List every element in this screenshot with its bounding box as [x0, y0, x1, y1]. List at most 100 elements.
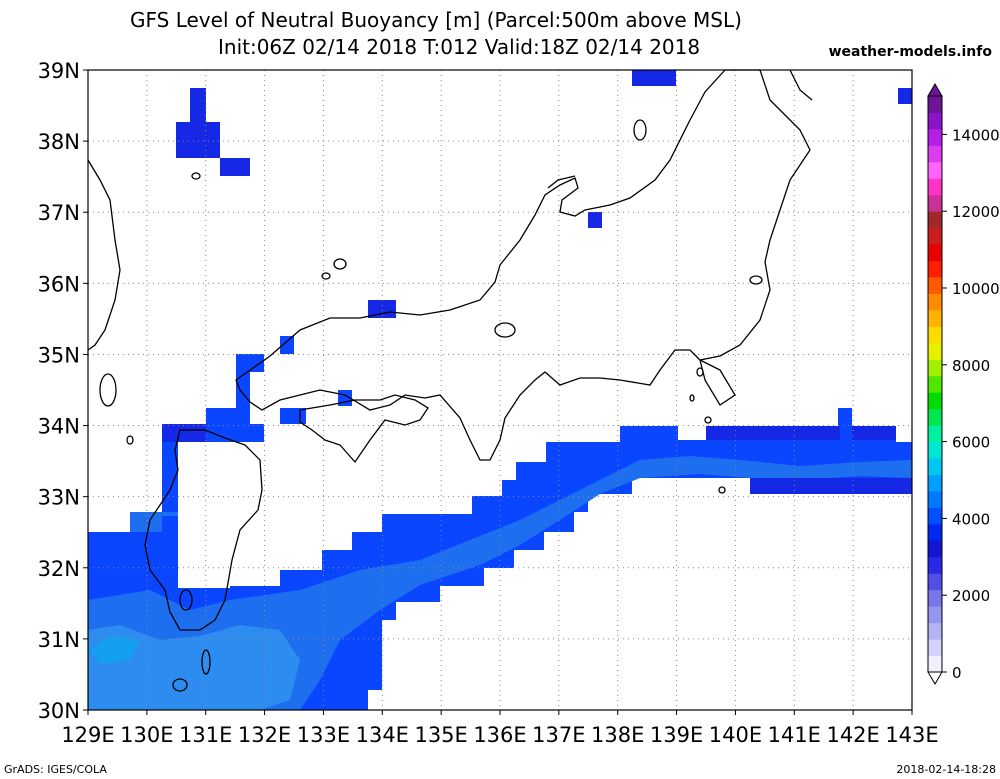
colorbar-tick-label: 14000: [952, 126, 1000, 144]
lat-tick-label: 30N: [38, 699, 80, 723]
coast-noto: [547, 175, 576, 189]
lon-tick-label: 138E: [591, 723, 644, 747]
colorbar-segment: [928, 622, 942, 640]
colorbar-segment: [928, 227, 942, 245]
field-light-band: [88, 456, 912, 710]
colorbar-segment: [928, 408, 942, 426]
colorbar-segment: [928, 392, 942, 410]
colorbar-segment: [928, 556, 942, 574]
colorbar-segment: [928, 507, 942, 525]
colorbar-segment: [928, 606, 942, 624]
field-patch: [898, 88, 912, 104]
colorbar-segment: [928, 194, 942, 212]
field-patch: [632, 70, 676, 86]
field-patch: [750, 478, 912, 494]
field-patch: [852, 426, 896, 440]
colorbar-segment: [928, 260, 942, 278]
field-patch: [706, 426, 840, 440]
coast-korea: [87, 159, 121, 351]
lat-tick-label: 31N: [38, 628, 80, 652]
colorbar-segment: [928, 96, 942, 113]
lat-tick-label: 37N: [38, 201, 80, 225]
coast-island: [126, 435, 134, 445]
lat-tick-label: 36N: [38, 272, 80, 296]
colorbar-tick-label: 0: [952, 664, 962, 682]
lat-tick-label: 32N: [38, 557, 80, 581]
colorbar-segment: [928, 161, 942, 179]
coast-island: [633, 119, 647, 141]
field-patch: [280, 408, 306, 424]
colorbar-frame: [927, 95, 943, 673]
lon-tick-label: 143E: [885, 723, 938, 747]
colorbar-segment: [928, 441, 942, 459]
coast-island: [179, 589, 193, 611]
colorbar-segment: [928, 655, 942, 673]
colorbar-segment: [928, 309, 942, 327]
colorbar-segment: [928, 589, 942, 607]
lon-tick-label: 133E: [297, 723, 350, 747]
coast-honshu: [235, 69, 811, 461]
field-patch: [176, 122, 220, 158]
chart-subtitle: Init:06Z 02/14 2018 T:012 Valid:18Z 02/1…: [218, 35, 701, 59]
lon-tick-label: 141E: [768, 723, 821, 747]
footer-software: GrADS: IGES/COLA: [4, 763, 107, 776]
colorbar-segment: [928, 178, 942, 196]
colorbar-segment: [928, 573, 942, 591]
colorbar-segment: [928, 145, 942, 163]
coast-hokkaido: [789, 69, 813, 101]
coast-island: [99, 373, 117, 407]
colorbar-segment: [928, 474, 942, 492]
colorbar-segment: [928, 458, 942, 476]
coast-island: [333, 258, 347, 270]
colorbar-segment: [928, 277, 942, 294]
chart-title: GFS Level of Neutral Buoyancy [m] (Parce…: [130, 8, 742, 32]
coast-island: [718, 486, 726, 494]
lon-tick-label: 136E: [473, 723, 526, 747]
field-west-patch: [130, 512, 178, 532]
footer-timestamp: 2018-02-14-18:28: [896, 763, 996, 776]
lon-tick-label: 135E: [414, 723, 467, 747]
lon-tick-label: 137E: [532, 723, 585, 747]
coast-kyushu: [144, 429, 263, 631]
lon-tick-label: 129E: [61, 723, 114, 747]
colorbar-segment: [928, 293, 942, 311]
lon-tick-label: 131E: [179, 723, 232, 747]
coast-island: [689, 394, 695, 402]
colorbar-tick-label: 12000: [952, 203, 1000, 221]
colorbar-segment: [928, 425, 942, 443]
coast-island: [172, 678, 188, 692]
field-pale-band: [88, 625, 300, 710]
coast-island: [704, 416, 712, 424]
coast-kanto: [699, 358, 736, 406]
coast-island: [749, 275, 763, 285]
gridlines: [88, 70, 912, 710]
coast-island: [201, 649, 211, 675]
lat-axis: 39N 38N 37N 36N 35N 34N 33N 32N 31N 30N: [38, 59, 88, 723]
colorbar-tick-label: 6000: [952, 434, 990, 452]
colorbar-tick-label: 10000: [952, 280, 1000, 298]
colorbar-segment: [928, 342, 942, 360]
colorbar-segment: [928, 128, 942, 146]
field-patch: [162, 424, 206, 442]
colorbar-segment: [928, 523, 942, 541]
lon-tick-label: 142E: [826, 723, 879, 747]
colorbar-min-arrow: [927, 671, 943, 685]
lat-tick-label: 39N: [38, 59, 80, 83]
lon-axis: 129E 130E 131E 132E 133E 134E 135E 136E 137E 138E…: [61, 710, 939, 747]
colorbar-tick-label: 8000: [952, 357, 990, 375]
colorbar-segment: [928, 359, 942, 377]
coastlines: [87, 69, 813, 692]
colorbar-tick-label: 2000: [952, 587, 990, 605]
coast-island: [191, 172, 201, 180]
coast-island: [696, 367, 704, 377]
lon-tick-label: 130E: [120, 723, 173, 747]
credit-label: weather-models.info: [828, 44, 992, 60]
coast-shikoku: [299, 394, 429, 464]
colorbar-segment: [928, 211, 942, 229]
lon-tick-label: 140E: [709, 723, 762, 747]
lat-tick-label: 34N: [38, 415, 80, 439]
field-patch: [280, 336, 294, 354]
field-patch: [588, 212, 602, 228]
